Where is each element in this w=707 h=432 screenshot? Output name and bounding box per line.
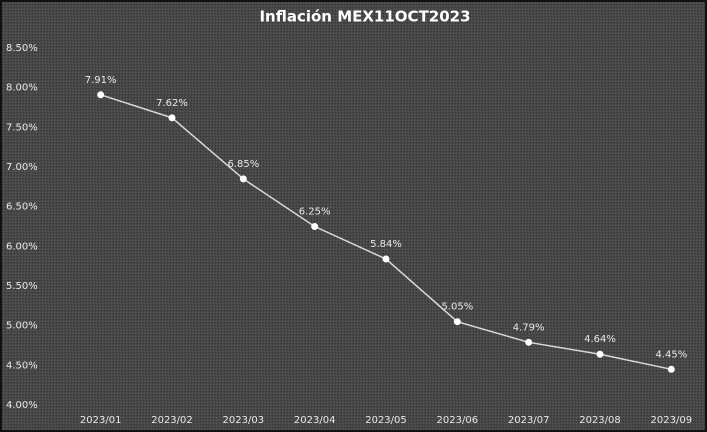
x-tick-label: 2023/08 [579,415,621,426]
marker [667,365,675,373]
marker [596,350,604,358]
data-label: 5.84% [370,239,402,250]
data-label: 6.25% [299,207,331,218]
y-tick-label: 5.00% [6,321,38,332]
y-tick-label: 8.00% [6,83,38,94]
x-tick-label: 2023/01 [80,415,122,426]
x-tick-label: 2023/06 [437,415,479,426]
x-tick-label: 2023/09 [651,415,693,426]
y-tick-label: 6.00% [6,241,38,252]
x-tick-label: 2023/07 [508,415,550,426]
y-tick-label: 6.50% [6,202,38,213]
data-label: 4.45% [655,349,687,360]
marker [239,175,247,183]
data-label: 7.62% [156,98,188,109]
y-tick-label: 7.50% [6,122,38,133]
y-tick-label: 4.50% [6,360,38,371]
y-tick-label: 4.00% [6,400,38,411]
x-tick-label: 2023/04 [294,415,336,426]
data-label: 5.05% [441,302,473,313]
chart-title: Inflación MEX11OCT2023 [259,8,470,26]
y-tick-label: 8.50% [6,43,38,54]
x-tick-label: 2023/02 [151,415,193,426]
data-label: 7.91% [85,75,117,86]
x-tick-label: 2023/05 [365,415,407,426]
data-label: 6.85% [227,159,259,170]
marker [453,318,461,326]
data-label: 4.64% [584,334,616,345]
marker [311,223,319,230]
marker [525,338,533,346]
data-label: 4.79% [513,322,545,333]
marker [97,91,105,99]
y-tick-label: 7.00% [6,162,38,173]
y-tick-label: 5.50% [6,281,38,292]
x-tick-label: 2023/03 [223,415,265,426]
marker [168,114,176,122]
marker [382,255,390,263]
